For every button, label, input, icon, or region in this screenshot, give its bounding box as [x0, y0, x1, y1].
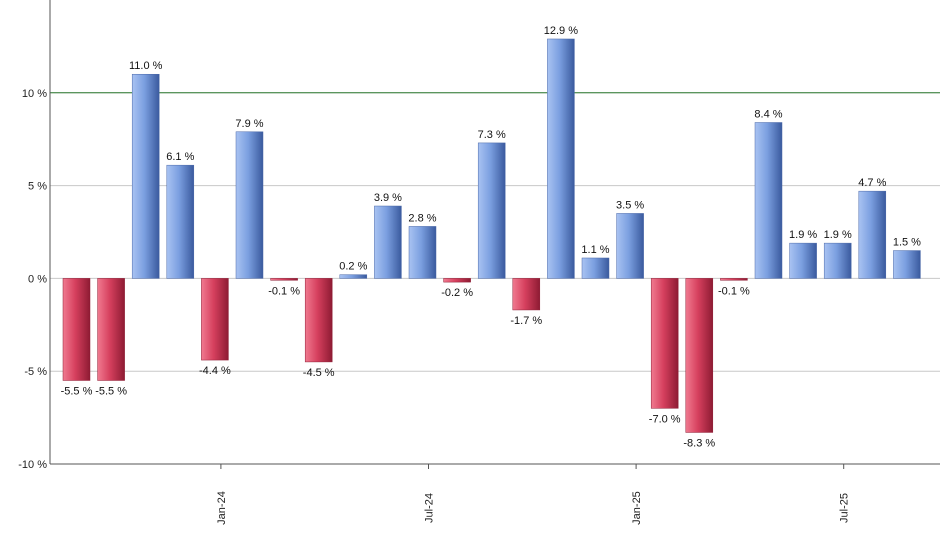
bar: [131, 73, 160, 279]
data-label: 6.1 %: [166, 151, 194, 163]
bar: [650, 278, 679, 409]
data-label: -0.2 %: [441, 287, 473, 299]
bar: [62, 278, 91, 381]
x-tick-label: Jul-24: [424, 493, 436, 523]
y-tick-label: -5 %: [24, 366, 47, 378]
bar: [823, 242, 852, 279]
data-label: -1.7 %: [510, 315, 542, 327]
bar: [720, 278, 748, 281]
bar: [477, 142, 506, 279]
data-label: 4.7 %: [858, 177, 886, 189]
bar: [512, 278, 541, 311]
bar: [616, 213, 644, 279]
data-label: 7.9 %: [235, 118, 263, 130]
data-label: -8.3 %: [683, 437, 715, 449]
data-labels: -5.5 % -5.5 % 11.0 % 6.1 % -4.4 % 7.9 % -0.1 %…: [61, 25, 922, 449]
data-label: -5.5 %: [61, 385, 93, 397]
data-label: 8.4 %: [754, 108, 782, 120]
y-tick-label: 0 %: [28, 273, 47, 285]
x-tick-label: Jan-24: [216, 491, 228, 525]
data-label: -0.1 %: [718, 285, 750, 297]
bar: [270, 278, 298, 281]
bar: [374, 205, 402, 279]
data-label: 3.5 %: [616, 199, 644, 211]
bar: [166, 164, 195, 279]
y-tick-label: 5 %: [28, 181, 47, 193]
data-label: 2.8 %: [408, 212, 436, 224]
data-label: 1.9 %: [789, 229, 817, 241]
bar: [547, 38, 575, 279]
data-label: 1.1 %: [581, 244, 609, 256]
data-label: 7.3 %: [478, 129, 506, 141]
data-label: -0.1 %: [268, 285, 300, 297]
bar: [893, 250, 921, 279]
bar: [408, 226, 437, 279]
data-label: 12.9 %: [544, 25, 578, 37]
bar: [754, 122, 783, 279]
data-label: -4.5 %: [303, 367, 335, 379]
data-label: 0.2 %: [339, 261, 367, 273]
data-label: 1.5 %: [893, 237, 921, 249]
data-label: -4.4 %: [199, 365, 231, 377]
data-label: -5.5 %: [95, 385, 127, 397]
bar: [97, 278, 125, 381]
bar: [789, 242, 817, 279]
data-label: 1.9 %: [824, 229, 852, 241]
x-tick-label: Jul-25: [839, 493, 851, 523]
y-tick-label: -10 %: [18, 459, 47, 471]
axes: -10 % -5 % 0 % 5 % 10 % Jan-24 Jul-24 Jan-25 Jul…: [18, 0, 940, 525]
bar: [201, 278, 229, 361]
bar: [235, 131, 264, 279]
bar: [339, 274, 368, 279]
data-label: 3.9 %: [374, 192, 402, 204]
bar: [443, 278, 471, 283]
bar: [581, 257, 610, 279]
x-tick-label: Jan-25: [631, 491, 643, 525]
bar: [858, 190, 887, 279]
data-label: -7.0 %: [649, 413, 681, 425]
bar: [304, 278, 333, 363]
bars: [62, 38, 921, 433]
bar: [685, 278, 714, 433]
y-tick-label: 10 %: [22, 88, 47, 100]
data-label: 11.0 %: [129, 60, 163, 72]
